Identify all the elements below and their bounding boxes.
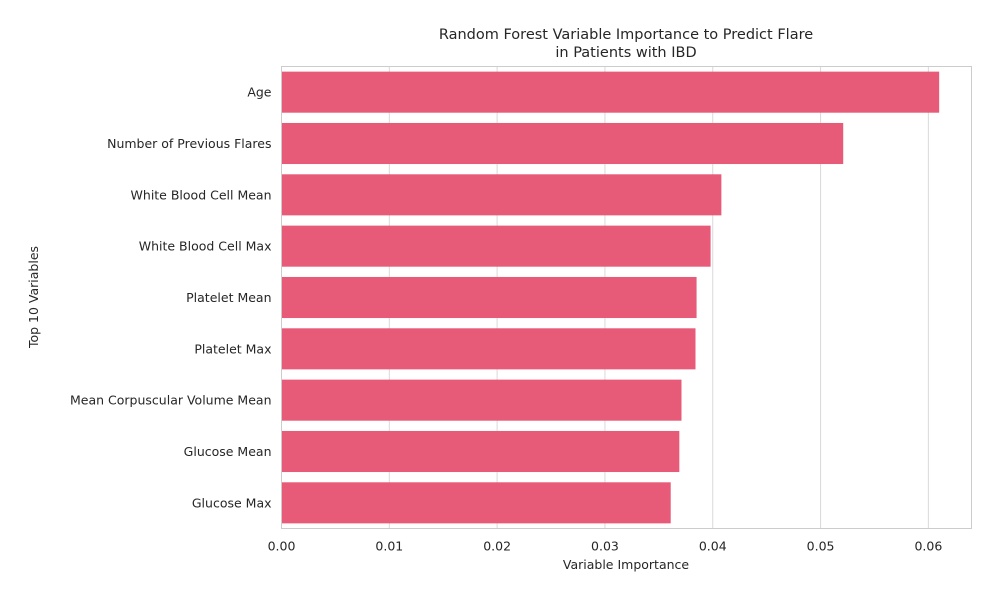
bar — [281, 482, 671, 524]
y-tick-label: Platelet Mean — [186, 290, 271, 305]
bar — [281, 122, 844, 165]
x-tick-label: 0.04 — [699, 539, 727, 554]
chart-title-line-1: Random Forest Variable Importance to Pre… — [439, 27, 813, 43]
y-tick-label: Number of Previous Flares — [107, 136, 271, 151]
x-tick-label: 0.02 — [483, 539, 511, 554]
bar — [281, 174, 722, 216]
x-tick-label: 0.01 — [375, 539, 403, 554]
chart-title-line-2: in Patients with IBD — [555, 45, 696, 61]
bar — [281, 225, 711, 267]
bar — [281, 328, 696, 370]
x-tick-label: 0.00 — [268, 539, 296, 554]
y-tick-label: Mean Corpuscular Volume Mean — [70, 393, 271, 408]
x-tick-label: 0.03 — [591, 539, 619, 554]
x-tick-labels: 0.00 0.01 0.02 0.03 0.04 0.05 0.06 — [268, 539, 943, 554]
x-tick-label: 0.05 — [807, 539, 835, 554]
plot-frame — [281, 66, 972, 529]
bar — [281, 71, 940, 113]
y-axis-label: Top 10 Variables — [26, 246, 41, 349]
y-tick-label: Glucose Max — [192, 495, 272, 510]
x-axis-label: Variable Importance — [563, 557, 690, 572]
y-tick-label: Platelet Max — [194, 341, 271, 356]
y-tick-label: Glucose Mean — [184, 444, 272, 459]
bar — [281, 379, 682, 421]
y-tick-label: White Blood Cell Mean — [131, 187, 272, 202]
y-tick-label: White Blood Cell Max — [139, 239, 272, 254]
y-tick-labels: Age Number of Previous Flares White Blood … — [70, 85, 272, 511]
bar — [281, 276, 697, 319]
bar — [281, 430, 680, 473]
x-tick-label: 0.06 — [914, 539, 942, 554]
bars — [281, 71, 940, 524]
y-tick-label: Age — [247, 85, 271, 100]
